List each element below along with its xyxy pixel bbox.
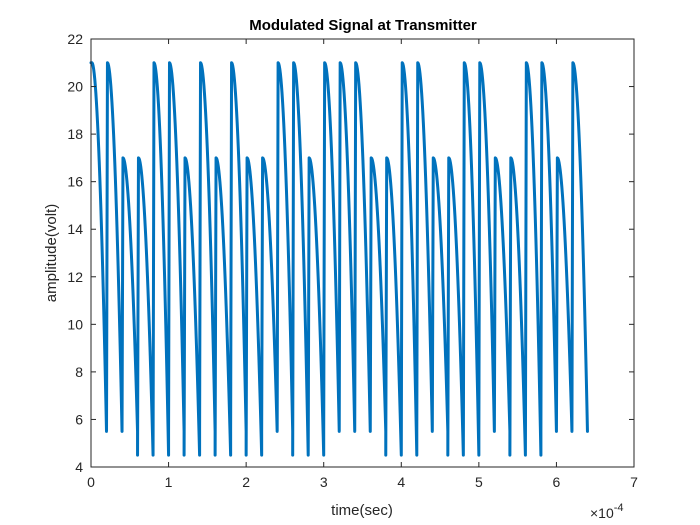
x-exponent-power: -4 [614,502,624,514]
y-tick-label: 8 [75,364,83,380]
x-tick-label: 7 [630,474,638,490]
y-tick-label: 6 [75,411,83,427]
y-axis-label: amplitude(volt) [43,204,60,302]
x-axis-label: time(sec) [331,502,393,519]
x-tick-label: 1 [165,474,173,490]
y-tick-label: 4 [75,459,83,475]
x-tick-label: 0 [87,474,95,490]
signal-layer [89,61,589,457]
x-axis-exponent: ×10-4 [590,502,624,521]
axes-box [90,38,635,468]
x-tick-label: 4 [397,474,405,490]
y-tick-label: 16 [67,174,83,190]
x-tick-label: 6 [553,474,561,490]
x-tick-label: 2 [242,474,250,490]
y-tick-label: 12 [67,269,83,285]
y-tick-label: 20 [67,79,83,95]
x-exponent-base: ×10 [590,505,614,521]
y-tick-label: 10 [67,316,83,332]
x-tick-label: 5 [475,474,483,490]
x-tick-label: 3 [320,474,328,490]
chart-title: Modulated Signal at Transmitter [249,17,477,34]
y-tick-label: 18 [67,126,83,142]
y-tick-label: 14 [67,221,83,237]
y-tick-label: 22 [67,31,83,47]
signal-series-line [89,61,589,457]
